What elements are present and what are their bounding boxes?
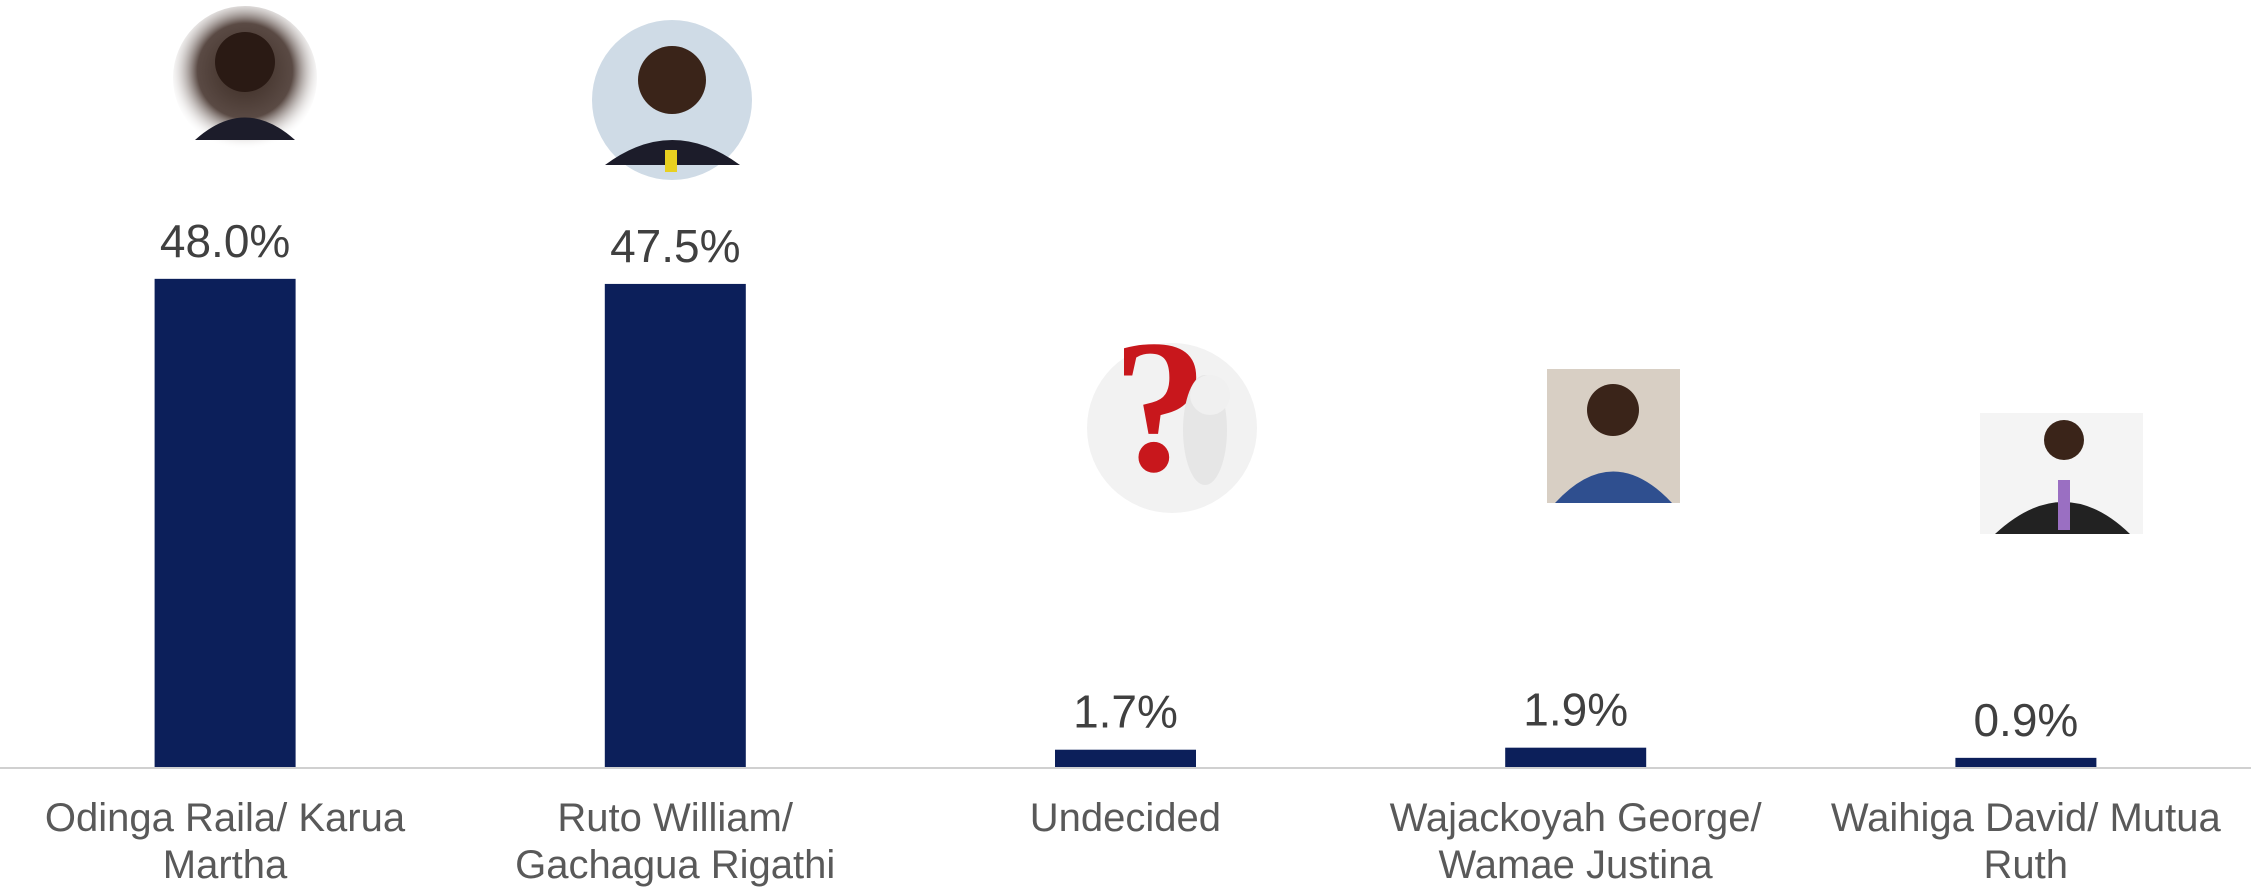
category-label: Odinga Raila/ Karua Martha [44, 796, 406, 887]
bar [604, 283, 746, 767]
value-label: 0.9% [1973, 694, 2078, 746]
category-label: Waihiga David/ Mutua Ruth [1830, 796, 2221, 887]
bar [154, 278, 296, 767]
candidate-photo [592, 20, 752, 180]
category-label: Undecided [1029, 796, 1222, 840]
value-label: 48.0% [160, 215, 290, 267]
bar [1955, 757, 2097, 767]
category-label: Wajackoyah George/ Wamae Justina [1389, 796, 1762, 887]
value-label: 47.5% [610, 220, 740, 272]
candidate-photo [173, 6, 317, 150]
bar [1055, 749, 1196, 767]
category-label: Ruto William/ Gachagua Rigathi [515, 796, 836, 887]
undecided-icon: ? [1087, 302, 1257, 513]
value-label: 1.9% [1523, 684, 1628, 736]
value-label: 1.7% [1073, 686, 1178, 738]
candidate-photo [1980, 413, 2143, 534]
candidate-photo [1547, 369, 1680, 503]
bar [1505, 747, 1647, 767]
